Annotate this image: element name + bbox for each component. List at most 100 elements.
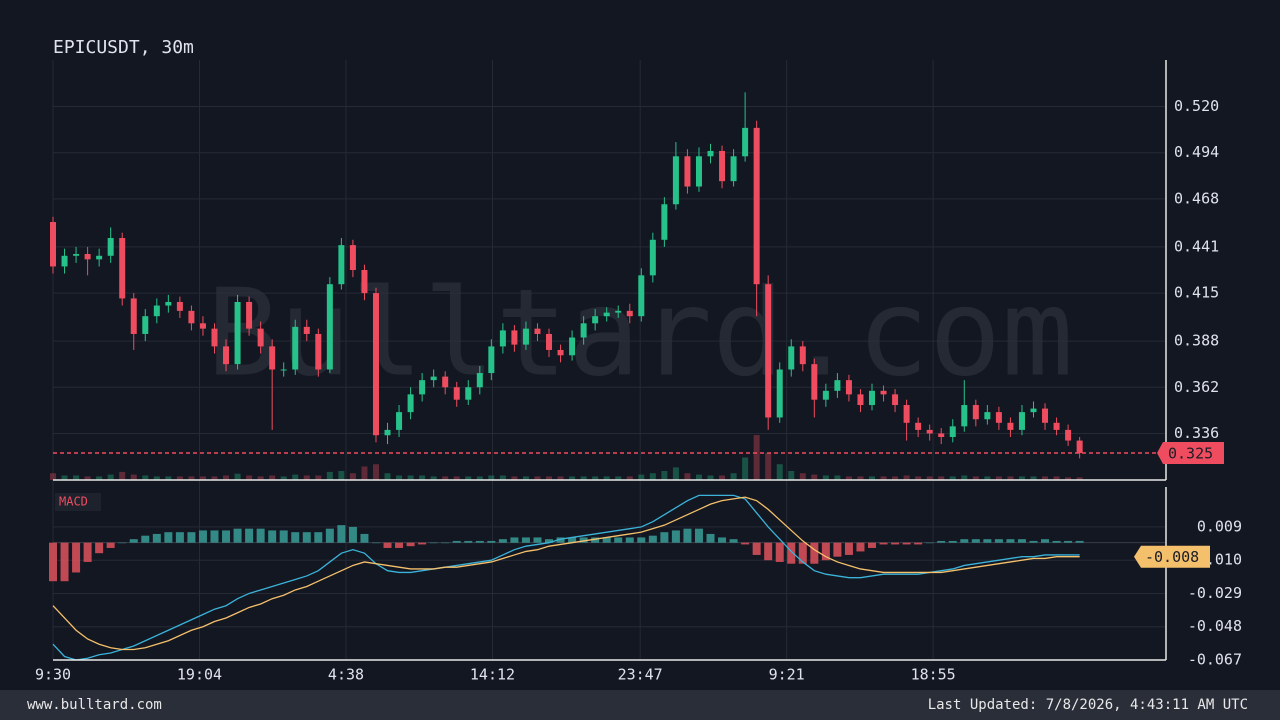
candle-body — [569, 337, 576, 356]
histogram-bar — [879, 542, 888, 545]
candle-body — [326, 284, 333, 370]
volume-bar — [96, 476, 103, 480]
histogram-bar — [1075, 540, 1084, 543]
last-value-tag — [1134, 545, 1210, 568]
histogram-bar — [729, 539, 738, 543]
histogram-bar — [556, 537, 565, 543]
candle-body — [73, 254, 80, 256]
candle-body — [153, 305, 160, 317]
candle-body — [1065, 429, 1072, 441]
x-tick-label: 14:12 — [470, 666, 515, 684]
volume-bar — [995, 476, 1002, 480]
candle-body — [845, 380, 852, 395]
volume-bar — [1042, 476, 1049, 480]
volume-bar — [453, 476, 460, 480]
volume-bar — [61, 475, 68, 480]
volume-bar — [488, 475, 495, 480]
volume-bar — [522, 476, 529, 480]
histogram-bar — [787, 542, 796, 564]
candle-body — [984, 412, 991, 420]
histogram-bar — [521, 537, 530, 543]
histogram-bar — [487, 540, 496, 543]
grid — [52, 60, 1165, 661]
histogram-bar — [579, 537, 588, 543]
candle-body — [1030, 408, 1037, 413]
candle-body — [753, 127, 760, 285]
volume-bar — [592, 476, 599, 480]
histogram-bar — [1052, 540, 1061, 543]
volume-bar — [130, 474, 137, 480]
candle-body — [580, 323, 587, 338]
histogram-bar — [902, 542, 911, 545]
volume-bar — [246, 475, 253, 480]
y-tick-label: 0.388 — [1174, 332, 1219, 350]
site-link[interactable]: www.bulltard.com — [27, 697, 162, 713]
last-price-label: 0.325 — [1168, 444, 1213, 462]
candle-body — [453, 387, 460, 400]
candle-body — [1042, 408, 1049, 423]
histogram-bar — [49, 542, 57, 582]
macd-line — [52, 494, 1080, 661]
volume-bar — [1030, 476, 1037, 480]
y-tick-label: 0.415 — [1174, 284, 1219, 302]
candle-body — [684, 156, 691, 187]
candle-body — [223, 346, 230, 365]
volume-bar — [730, 473, 737, 480]
histogram-bar — [706, 533, 715, 543]
candle-body — [315, 333, 322, 370]
histogram-bar — [475, 540, 484, 543]
volume-bar — [465, 476, 472, 480]
volume-bar — [73, 475, 80, 480]
volume-bar — [269, 475, 276, 480]
volume-bar — [672, 467, 679, 480]
volume-bar — [396, 475, 403, 480]
volume-bar — [822, 475, 829, 480]
histogram-bar — [60, 542, 69, 582]
histogram-bar — [1029, 540, 1038, 543]
volume-bar — [776, 464, 783, 480]
volume-bar — [476, 476, 483, 480]
volume-bar — [338, 471, 345, 480]
histogram-bar — [602, 537, 611, 543]
candle-body — [407, 394, 414, 413]
y-tick-label: -0.067 — [1188, 651, 1242, 669]
candle-body — [719, 150, 726, 182]
histogram-bar — [302, 532, 311, 543]
volume-bar — [719, 475, 726, 480]
histogram-bar — [891, 542, 900, 545]
histogram-bar — [233, 528, 242, 543]
volume-bar — [546, 476, 553, 480]
histogram-bar — [441, 542, 450, 544]
candle-body — [499, 330, 506, 347]
histogram-bar — [764, 542, 773, 561]
candle-body — [1007, 422, 1014, 430]
y-tick-label: 0.520 — [1174, 97, 1219, 115]
candle-body — [50, 222, 56, 267]
candle-body — [649, 239, 656, 276]
volume-bar — [361, 466, 368, 480]
candle-body — [534, 328, 541, 334]
candle-body — [892, 394, 899, 406]
volume-bar — [211, 476, 218, 480]
volume-bar — [915, 476, 922, 480]
histogram-bar — [95, 542, 104, 554]
histogram-bar — [983, 539, 992, 543]
candle-body — [799, 346, 806, 365]
histogram-bar — [510, 537, 519, 543]
candle-body — [615, 310, 622, 313]
volume-bar — [557, 476, 564, 480]
histogram-bar — [741, 542, 750, 545]
candle-body — [246, 301, 253, 329]
volume-bar — [199, 476, 206, 480]
histogram-bar — [591, 537, 600, 543]
candle-body — [107, 238, 114, 256]
volume-bar — [649, 473, 656, 480]
x-tick-label: 18:55 — [911, 666, 956, 684]
volume-bar — [811, 474, 818, 480]
candle-body — [822, 390, 829, 400]
candle-body — [788, 346, 795, 370]
volume-bar — [615, 476, 622, 480]
histogram-bar — [533, 537, 542, 543]
candle-body — [557, 349, 564, 356]
histogram-bar — [752, 542, 761, 555]
